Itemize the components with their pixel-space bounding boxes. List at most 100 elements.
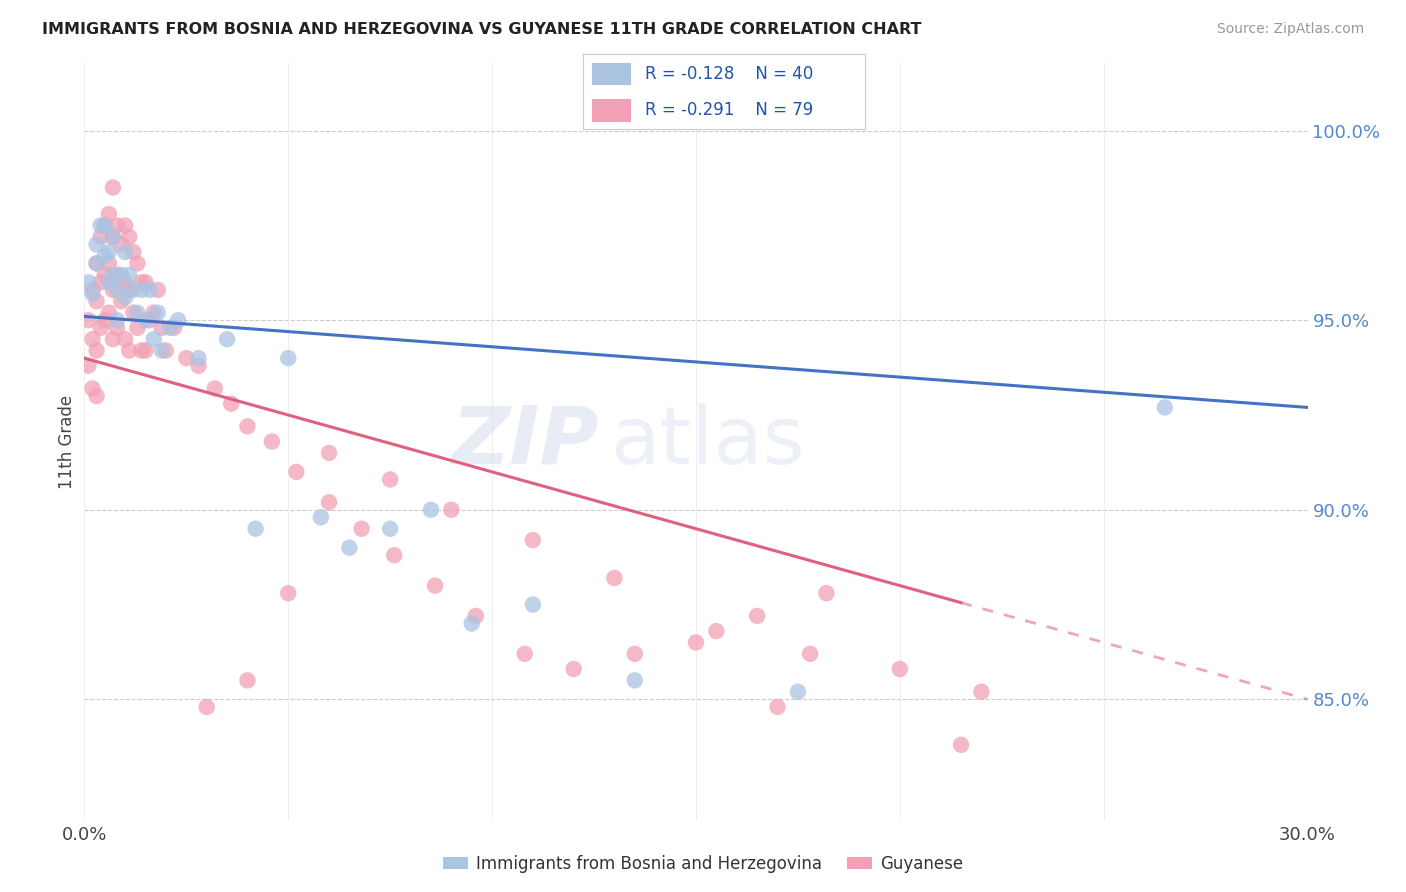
Point bbox=[747, 608, 769, 623]
Point bbox=[114, 219, 136, 233]
Point bbox=[187, 359, 209, 373]
Point bbox=[146, 305, 169, 319]
Point bbox=[97, 244, 120, 259]
Point bbox=[122, 283, 145, 297]
Point bbox=[204, 381, 226, 395]
Point bbox=[217, 332, 239, 346]
Point bbox=[86, 256, 108, 270]
Text: R = -0.128    N = 40: R = -0.128 N = 40 bbox=[645, 65, 814, 83]
Point bbox=[440, 502, 463, 516]
Point bbox=[603, 571, 626, 585]
Point bbox=[110, 237, 132, 252]
Point bbox=[110, 268, 132, 282]
Point bbox=[101, 332, 124, 346]
Point bbox=[77, 275, 100, 289]
Point bbox=[277, 351, 299, 365]
Point bbox=[86, 237, 108, 252]
Point bbox=[950, 738, 973, 752]
Point bbox=[970, 684, 993, 698]
Point bbox=[138, 313, 160, 327]
Point bbox=[382, 548, 405, 562]
Point bbox=[77, 359, 100, 373]
Point bbox=[93, 249, 115, 263]
Point bbox=[260, 434, 283, 449]
Point bbox=[285, 465, 308, 479]
Point bbox=[245, 522, 267, 536]
Point bbox=[146, 283, 169, 297]
Point bbox=[219, 396, 242, 410]
Point bbox=[174, 351, 197, 365]
Text: R = -0.291    N = 79: R = -0.291 N = 79 bbox=[645, 102, 814, 120]
Point bbox=[142, 332, 165, 346]
Text: IMMIGRANTS FROM BOSNIA AND HERZEGOVINA VS GUYANESE 11TH GRADE CORRELATION CHART: IMMIGRANTS FROM BOSNIA AND HERZEGOVINA V… bbox=[42, 22, 922, 37]
Point bbox=[706, 624, 728, 638]
Point bbox=[889, 662, 911, 676]
Point bbox=[131, 275, 153, 289]
Point bbox=[101, 283, 124, 297]
Point bbox=[114, 244, 136, 259]
Point bbox=[163, 320, 186, 334]
Point bbox=[86, 294, 108, 309]
Point bbox=[97, 305, 120, 319]
Point bbox=[318, 446, 340, 460]
Point bbox=[97, 207, 120, 221]
Point bbox=[787, 684, 810, 698]
Point bbox=[138, 283, 160, 297]
Point bbox=[93, 219, 115, 233]
Point bbox=[131, 343, 153, 358]
Point bbox=[105, 283, 128, 297]
Point bbox=[86, 256, 108, 270]
Point bbox=[624, 647, 647, 661]
Point bbox=[135, 275, 157, 289]
Point bbox=[118, 229, 141, 244]
Point bbox=[127, 320, 149, 334]
Point bbox=[90, 275, 112, 289]
Point bbox=[423, 578, 446, 592]
Point bbox=[464, 608, 486, 623]
Point bbox=[685, 635, 707, 649]
Point bbox=[522, 598, 544, 612]
Point bbox=[522, 533, 544, 547]
Point bbox=[82, 286, 104, 301]
Point bbox=[159, 320, 181, 334]
Point bbox=[90, 219, 112, 233]
Point bbox=[318, 495, 340, 509]
Point bbox=[118, 268, 141, 282]
Text: ZIP: ZIP bbox=[451, 402, 598, 481]
Point bbox=[93, 219, 115, 233]
Point bbox=[420, 502, 443, 516]
Point bbox=[118, 343, 141, 358]
Point bbox=[309, 510, 332, 524]
Point bbox=[562, 662, 585, 676]
Point bbox=[350, 522, 373, 536]
Point bbox=[195, 699, 218, 714]
Point bbox=[236, 673, 259, 688]
Point bbox=[122, 305, 145, 319]
Point bbox=[135, 343, 157, 358]
Point bbox=[339, 541, 361, 555]
Point bbox=[101, 268, 124, 282]
Point bbox=[513, 647, 536, 661]
Point bbox=[86, 389, 108, 403]
Point bbox=[131, 283, 153, 297]
Point bbox=[815, 586, 838, 600]
Point bbox=[624, 673, 647, 688]
Point bbox=[97, 275, 120, 289]
Point bbox=[380, 522, 402, 536]
Point bbox=[105, 268, 128, 282]
Point bbox=[90, 229, 112, 244]
Point bbox=[101, 229, 124, 244]
Point bbox=[127, 256, 149, 270]
Point bbox=[236, 419, 259, 434]
Point bbox=[118, 283, 141, 297]
Point bbox=[127, 305, 149, 319]
Point bbox=[187, 351, 209, 365]
Legend: Immigrants from Bosnia and Herzegovina, Guyanese: Immigrants from Bosnia and Herzegovina, … bbox=[436, 848, 970, 880]
Point bbox=[105, 313, 128, 327]
Point bbox=[82, 283, 104, 297]
FancyBboxPatch shape bbox=[592, 62, 631, 86]
Text: Source: ZipAtlas.com: Source: ZipAtlas.com bbox=[1216, 22, 1364, 37]
Point bbox=[114, 332, 136, 346]
Point bbox=[461, 616, 484, 631]
Point bbox=[380, 472, 402, 486]
